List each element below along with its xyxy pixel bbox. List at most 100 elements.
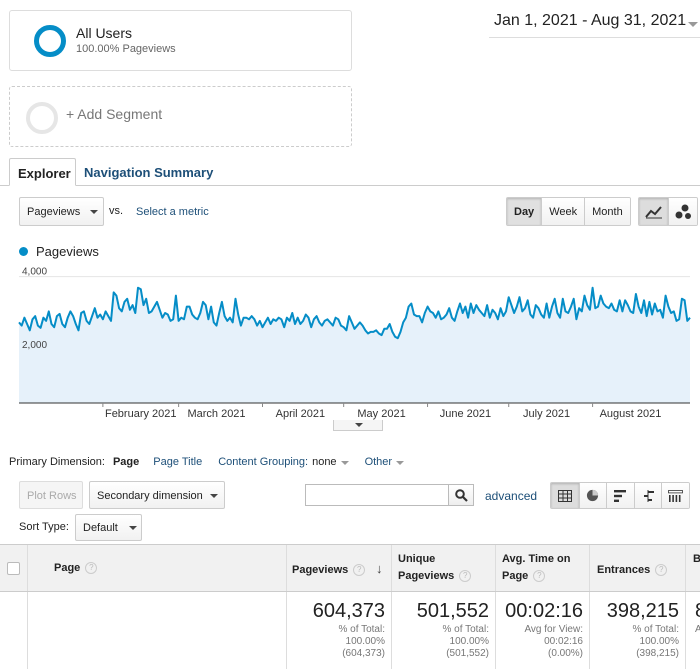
total-avg-time-value: 00:02:16 [505,600,583,622]
plot-rows-button[interactable]: Plot Rows [19,481,83,509]
empty-segment-ring-icon [26,102,58,134]
date-range-picker[interactable]: Jan 1, 2021 - Aug 31, 2021 [489,8,700,38]
col-divider [589,545,590,591]
period-week-button[interactable]: Week [541,198,585,225]
grid-icon [557,489,572,502]
dimension-page[interactable]: Page [112,456,140,468]
bar-list-icon [613,489,626,502]
total-avg-time-cell: 00:02:16 Avg for View: 00:02:16 (0.00%) [495,592,589,669]
segment-name: All Users [76,25,133,41]
table-search-input[interactable] [305,484,449,506]
pivot-icon [668,489,684,502]
tab-explorer[interactable]: Explorer [9,158,76,186]
add-segment-label: + Add Segment [66,106,163,122]
chevron-down-icon [688,22,698,27]
caret-down-icon [90,210,98,214]
total-unique-pageviews-cell: 501,552 % of Total: 100.00% (501,552) [391,592,495,669]
line-chart-button[interactable] [639,198,668,225]
search-button[interactable] [449,484,474,506]
bubble-chart-icon [675,204,691,219]
total-avg-time-percent: Avg for View: 00:02:16 (0.00%) [524,624,583,659]
vs-label: vs. [109,205,124,217]
dimension-other[interactable]: Other [364,456,393,468]
primary-dimension-label: Primary Dimension: [9,456,105,468]
legend-pageviews-label: Pageviews [36,244,99,259]
select-all-checkbox[interactable] [7,562,20,575]
caret-down-icon [129,526,137,530]
pageviews-line [18,286,691,340]
date-range-label: Jan 1, 2021 - Aug 31, 2021 [494,12,687,29]
motion-chart-button[interactable] [668,198,697,225]
help-icon[interactable]: ? [85,562,98,574]
header-page[interactable]: Page? [54,560,98,577]
total-bounce-label: A [695,624,700,635]
col-divider [27,545,28,591]
total-pageviews-percent: % of Total: 100.00% (604,373) [338,624,385,659]
col-divider [495,545,496,591]
chart-resize-handle[interactable] [333,420,383,431]
x-tick-label: May 2021 [357,408,405,420]
sort-type-select[interactable]: Default [75,514,142,541]
caret-down-icon [210,494,218,498]
col-divider [685,545,686,591]
segment-ring-icon [34,25,66,57]
add-segment-button[interactable]: + Add Segment [9,86,352,147]
secondary-dimension-label: Secondary dimension [97,490,203,502]
y-tick-label: 2,000 [22,340,47,351]
legend-pageviews-marker [19,247,28,256]
help-icon[interactable]: ? [655,564,668,576]
period-month-button[interactable]: Month [584,198,630,225]
select-metric-link[interactable]: Select a metric [136,206,209,218]
help-icon[interactable]: ? [533,570,546,582]
metric-select-label: Pageviews [27,206,81,218]
y-tick-label: 4,000 [22,267,47,278]
total-bounce-cell: 8 A [685,592,700,669]
view-performance-button[interactable] [606,483,634,508]
view-data-table-button[interactable] [551,483,579,508]
view-comparison-button[interactable] [633,483,662,508]
col-divider [286,545,287,591]
table-header: Page? Pageviews? ↓ Unique Pageviews? Avg.… [0,544,700,592]
tab-navigation-summary[interactable]: Navigation Summary [84,165,214,180]
pageviews-chart[interactable]: 4,000 2,000 February 2021 March 2021 April 2… [0,260,700,425]
dimension-content-grouping[interactable]: Content Grouping: [218,456,309,468]
metric-select[interactable]: Pageviews [19,197,104,226]
col-divider [391,545,392,591]
pageviews-area [19,287,690,403]
help-icon[interactable]: ? [459,570,472,582]
secondary-dimension-select[interactable]: Secondary dimension [89,481,225,509]
x-tick-label: April 2021 [276,408,326,420]
view-pie-button[interactable] [578,483,607,508]
header-unique-pageviews[interactable]: Unique Pageviews? [398,551,472,585]
total-bounce-value: 8 [695,600,700,623]
total-entrances-percent: % of Total: 100.00% (398,215) [632,624,679,659]
x-tick-label: February 2021 [105,408,177,420]
x-tick-label: June 2021 [440,408,491,420]
view-pivot-button[interactable] [661,483,689,508]
x-tick-label: July 2021 [523,408,570,420]
chart-type-toggle [638,197,698,226]
header-avg-time-on-page[interactable]: Avg. Time on Page? [502,553,571,582]
total-unique-pageviews-value: 501,552 [416,600,489,622]
caret-down-icon [340,456,349,468]
caret-down-icon [355,423,363,427]
caret-down-icon [396,456,405,468]
sort-descending-icon[interactable]: ↓ [376,561,383,576]
total-pageviews-cell: 604,373 % of Total: 100.00% (604,373) [286,592,391,669]
advanced-filter-link[interactable]: advanced [485,489,538,503]
pie-chart-icon [587,489,599,502]
period-day-button[interactable]: Day [507,198,542,225]
segment-all-users[interactable]: All Users 100.00% Pageviews [9,10,352,71]
dimension-page-title[interactable]: Page Title [153,456,203,468]
content-grouping-value[interactable]: none [312,456,337,468]
table-view-toggle [550,482,690,509]
header-bounce-rate[interactable]: B [693,553,700,565]
sort-type-label: Sort Type: [19,521,69,533]
sort-type-value: Default [83,522,118,534]
header-pageviews[interactable]: Pageviews? [292,562,366,579]
table-totals-row: 604,373 % of Total: 100.00% (604,373) 501,… [0,592,700,669]
line-chart-icon [644,205,662,218]
help-icon[interactable]: ? [353,564,366,576]
total-pageviews-value: 604,373 [312,600,385,622]
header-entrances[interactable]: Entrances? [597,562,668,579]
